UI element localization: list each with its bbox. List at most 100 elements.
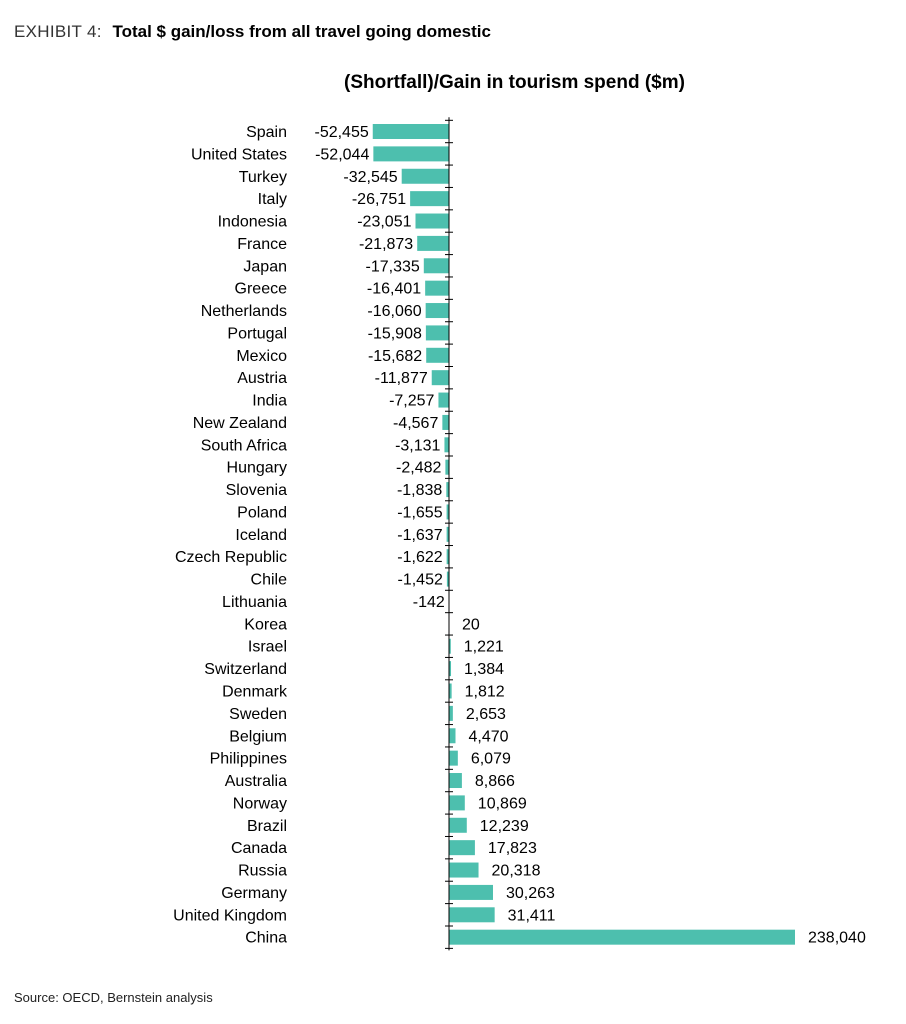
category-label: Greece [235,281,288,298]
bar-portugal [425,325,449,341]
value-label: 1,812 [465,684,505,701]
bar-iceland [446,526,449,542]
bar-spain [372,124,449,139]
bar-switzerland [449,661,452,677]
value-label: -32,545 [343,169,397,186]
category-label: Israel [248,639,287,656]
category-label: Norway [233,795,287,812]
bar-australia [449,773,462,789]
bar-sweden [449,705,453,721]
category-label: Iceland [235,527,287,544]
value-label: 4,470 [468,728,508,745]
value-label: -7,257 [389,393,434,410]
bar-greece [425,280,449,296]
bar-germany [449,884,493,900]
chart-title: (Shortfall)/Gain in tourism spend ($m) [344,72,685,93]
bar-netherlands [425,303,449,319]
category-label: Czech Republic [175,549,287,566]
bar-hungary [445,459,449,475]
category-label: Belgium [229,728,287,745]
bar-new-zealand [442,414,449,430]
value-label: -1,655 [397,504,442,521]
value-label: 1,384 [464,661,504,678]
exhibit-title: Total $ gain/loss from all travel going … [112,22,491,41]
category-label: Chile [251,572,288,589]
bar-czech-republic [446,549,449,565]
value-label: -16,401 [367,281,421,298]
bar-turkey [401,168,449,184]
bar-poland [446,504,449,520]
value-label: -15,682 [368,348,422,365]
category-label: Germany [221,885,287,902]
bar-china [449,929,795,945]
value-label: 17,823 [488,840,537,857]
category-label: Korea [244,616,287,633]
bar-south-africa [444,437,449,453]
value-label: -1,452 [398,572,443,589]
bar-brazil [449,817,467,833]
category-label: Denmark [222,684,288,701]
value-label: 6,079 [471,751,511,768]
category-label: China [245,930,287,947]
bar-united-kingdom [449,907,495,923]
bar-austria [431,370,449,386]
value-label: 20 [462,616,480,633]
category-label: Canada [231,840,287,857]
category-label: India [252,393,287,410]
value-label: -2,482 [396,460,441,477]
category-label: Japan [243,258,287,275]
value-label: -3,131 [395,437,440,454]
bar-norway [449,795,465,811]
exhibit-header: EXHIBIT 4: Total $ gain/loss from all tr… [14,22,491,42]
bar-denmark [449,683,452,699]
category-label: France [237,236,287,253]
bar-chile [446,571,449,587]
value-label: -11,877 [375,370,428,387]
value-label: -1,622 [397,549,442,566]
category-label: Indonesia [218,214,287,231]
bar-belgium [449,728,456,744]
category-label: Netherlands [201,303,287,320]
category-label: Austria [237,370,287,387]
category-label: Russia [238,863,287,880]
category-label: Hungary [227,460,287,477]
value-label: -17,335 [366,258,420,275]
bar-israel [449,638,451,654]
source-note: Source: OECD, Bernstein analysis [14,990,213,1005]
bar-india [438,392,449,408]
value-label: 31,411 [508,907,556,924]
category-label: Australia [225,773,287,790]
category-label: Mexico [236,348,287,365]
category-label: United States [191,146,287,163]
bar-slovenia [446,482,449,498]
value-label: 8,866 [475,773,515,790]
category-label: Philippines [210,751,287,768]
value-label: -26,751 [352,191,406,208]
category-label: Poland [237,504,287,521]
category-label: Slovenia [226,482,287,499]
value-label: -52,455 [314,124,368,141]
value-label: 1,221 [464,639,504,656]
value-label: -142 [413,594,445,611]
bar-canada [449,840,475,856]
value-label: -4,567 [393,415,438,432]
bar-philippines [449,750,458,766]
value-label: 2,653 [466,706,506,723]
category-label: South Africa [201,437,287,454]
value-label: -16,060 [367,303,421,320]
bar-mexico [426,347,449,363]
value-label: 238,040 [808,930,866,947]
value-label: 30,263 [506,885,555,902]
category-label: United Kingdom [173,907,287,924]
value-label: -1,637 [397,527,442,544]
bar-russia [449,862,479,878]
value-label: -1,838 [397,482,442,499]
bar-france [417,235,449,251]
category-label: Sweden [229,706,287,723]
category-label: Spain [246,124,287,141]
value-label: 12,239 [480,818,529,835]
value-label: 20,318 [492,863,541,880]
bar-japan [423,258,449,274]
category-label: Portugal [227,325,287,342]
bar-united-states [373,146,449,162]
